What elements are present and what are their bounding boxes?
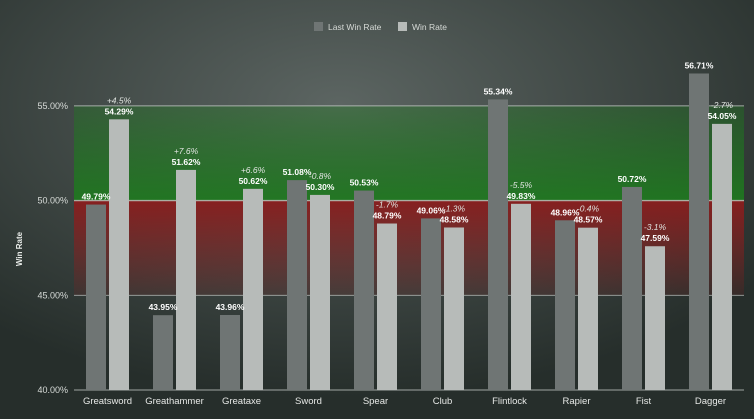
bar-win-rate (712, 123, 732, 391)
band-below-50 (74, 200, 744, 296)
y-tick-label: 55.00% (37, 101, 68, 111)
data-label-win-rate: 48.57% (574, 215, 603, 225)
data-label-win-rate: 47.59% (641, 233, 670, 243)
change-label: +6.6% (241, 165, 266, 175)
change-label: -3.1% (644, 222, 667, 232)
y-tick-label: 40.00% (37, 385, 68, 395)
data-label-last-win-rate: 50.72% (618, 174, 647, 184)
bar-win-rate (109, 119, 129, 390)
legend-swatch (398, 22, 407, 31)
x-tick-label: Dagger (695, 396, 726, 407)
bar-last-win-rate (555, 220, 575, 390)
y-axis-title: Win Rate (15, 231, 24, 266)
bar-win-rate (310, 194, 330, 390)
change-label: -2.7% (711, 100, 734, 110)
data-label-last-win-rate: 43.96% (216, 302, 245, 312)
bar-last-win-rate (287, 180, 307, 390)
data-label-last-win-rate: 48.96% (551, 207, 580, 217)
data-label-last-win-rate: 49.79% (82, 192, 111, 202)
x-tick-label: Greataxe (222, 396, 261, 407)
x-tick-label: Club (433, 396, 453, 407)
data-label-last-win-rate: 49.06% (417, 205, 446, 215)
bar-last-win-rate (220, 314, 240, 390)
bar-last-win-rate (488, 99, 508, 390)
bar-last-win-rate (421, 218, 441, 390)
data-label-win-rate: 48.79% (373, 211, 402, 221)
bar-win-rate (645, 246, 665, 390)
data-label-win-rate: 54.29% (105, 106, 134, 116)
bar-win-rate (243, 188, 263, 390)
legend-label: Last Win Rate (328, 22, 382, 32)
change-label: -5.5% (510, 180, 533, 190)
legend-label: Win Rate (412, 22, 447, 32)
change-label: -1.7% (376, 200, 399, 210)
bar-last-win-rate (622, 186, 642, 390)
legend-swatch (314, 22, 323, 31)
bar-win-rate (377, 223, 397, 390)
data-label-win-rate: 48.58% (440, 214, 469, 224)
bar-last-win-rate (354, 190, 374, 390)
data-label-last-win-rate: 55.34% (484, 86, 513, 96)
x-tick-label: Fist (636, 396, 652, 407)
bar-last-win-rate (86, 204, 106, 390)
data-label-last-win-rate: 56.71% (685, 60, 714, 70)
change-label: +7.6% (174, 146, 199, 156)
x-tick-label: Sword (295, 396, 322, 407)
x-tick-label: Greatsword (83, 396, 132, 407)
x-tick-label: Greathammer (145, 396, 204, 407)
data-label-win-rate: 51.62% (172, 157, 201, 167)
bar-last-win-rate (153, 315, 173, 390)
x-tick-label: Rapier (563, 396, 591, 407)
y-tick-label: 50.00% (37, 196, 68, 206)
data-label-win-rate: 50.62% (239, 176, 268, 186)
x-tick-label: Flintlock (492, 396, 527, 407)
change-label: +4.5% (107, 95, 132, 105)
data-label-win-rate: 49.83% (507, 191, 536, 201)
bar-last-win-rate (689, 73, 709, 390)
data-label-win-rate: 54.05% (708, 111, 737, 121)
data-label-last-win-rate: 50.53% (350, 178, 379, 188)
data-label-last-win-rate: 43.95% (149, 302, 178, 312)
change-label: -0.4% (577, 204, 600, 214)
change-label: -0.8% (309, 171, 332, 181)
bar-win-rate (578, 227, 598, 390)
bar-win-rate (176, 169, 196, 390)
data-label-last-win-rate: 51.08% (283, 167, 312, 177)
bar-win-rate (511, 203, 531, 390)
change-label: -1.3% (443, 203, 466, 213)
bar-win-rate (444, 227, 464, 390)
x-tick-label: Spear (363, 396, 388, 407)
y-tick-label: 45.00% (37, 290, 68, 300)
data-label-win-rate: 50.30% (306, 182, 335, 192)
